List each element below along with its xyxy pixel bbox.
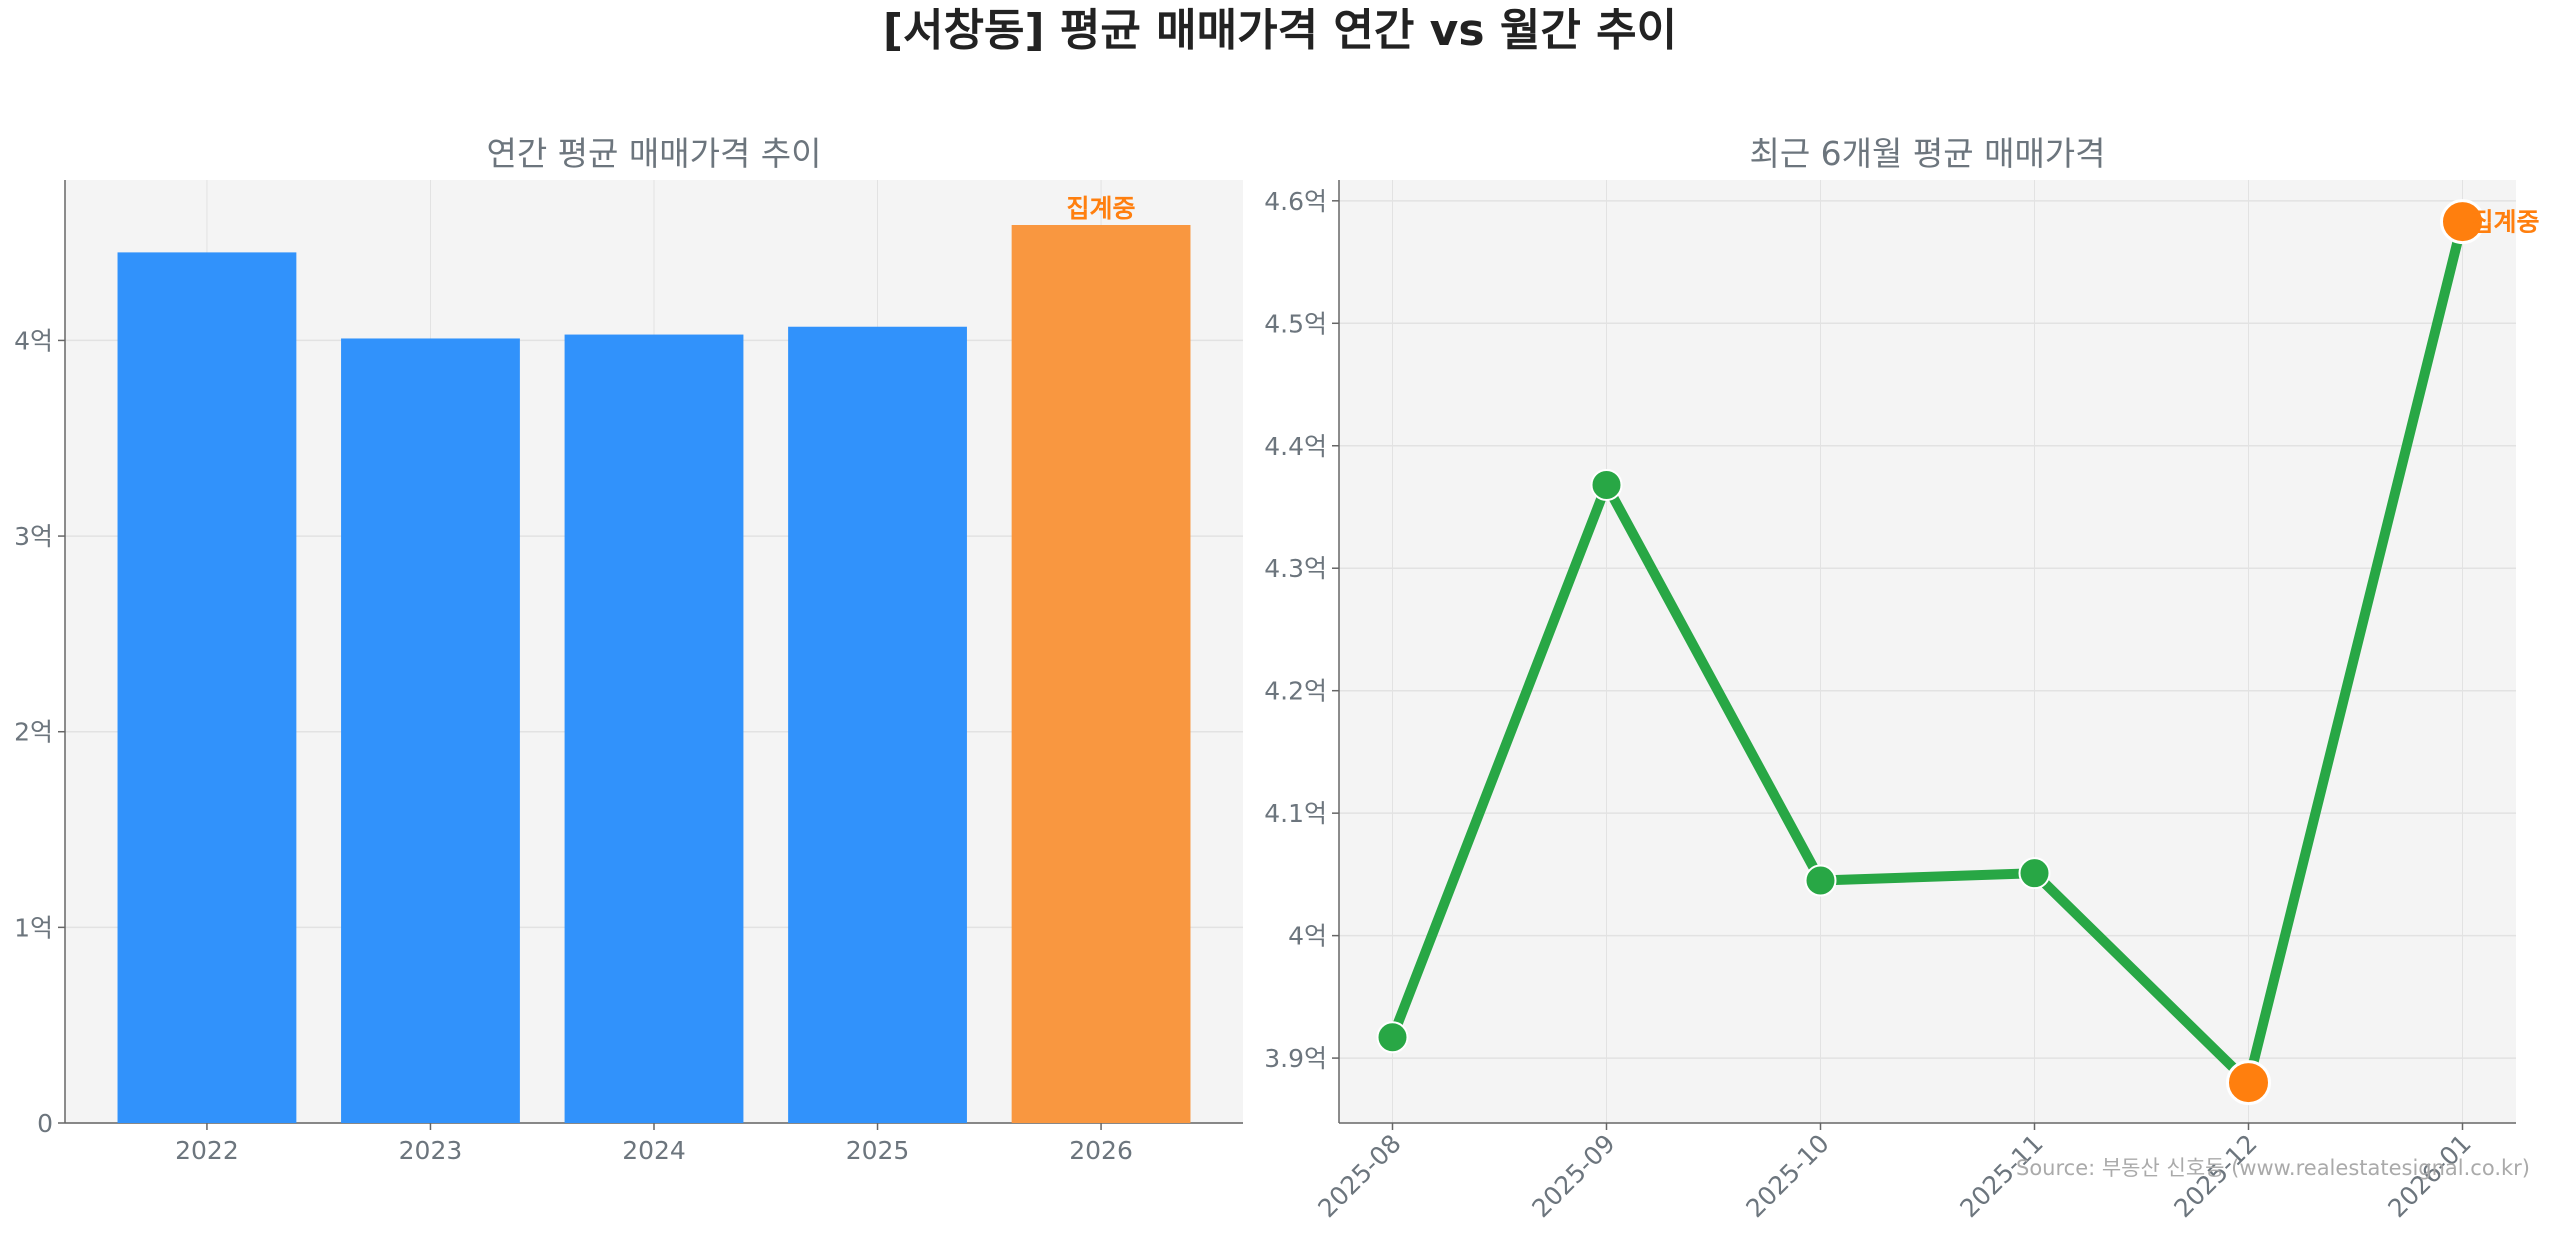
y-tick-label: 4.1억	[1264, 799, 1327, 828]
data-point	[1804, 864, 1837, 897]
y-tick-label: 3.9억	[1264, 1044, 1327, 1073]
x-tick-label: 2026	[1069, 1136, 1133, 1165]
x-tick-label: 2025-09	[1526, 1129, 1620, 1223]
bar	[341, 338, 520, 1123]
highlight-point	[2226, 1060, 2271, 1106]
x-tick-label: 2025-08	[1312, 1129, 1406, 1223]
x-tick-label: 2023	[399, 1136, 463, 1165]
y-tick-label: 4억	[14, 326, 53, 355]
data-point	[2018, 857, 2051, 890]
pending-label: 집계중	[1067, 194, 1136, 223]
y-tick-label: 4.4억	[1264, 432, 1327, 461]
y-tick-label: 4억	[1288, 922, 1327, 951]
y-tick-label: 0	[37, 1109, 53, 1138]
data-point	[1376, 1021, 1409, 1054]
y-tick-label: 4.2억	[1264, 677, 1327, 706]
pending-label: 집계중	[2471, 208, 2540, 237]
annual-bar-chart: 0 1억 2억 3억 4억 2022 2023 2024 2025 2026 연간 평균 매매가격 …	[14, 134, 1243, 1165]
y-tick-label: 4.5억	[1264, 309, 1327, 338]
y-tick-label: 3억	[14, 522, 53, 551]
bar-pending	[1011, 224, 1191, 1123]
bar	[788, 326, 967, 1123]
subplot-title: 연간 평균 매매가격 추이	[486, 134, 821, 173]
x-tick-label: 2022	[175, 1136, 239, 1165]
y-tick-label: 4.6억	[1264, 187, 1327, 216]
highlight-point	[2440, 199, 2485, 245]
bar	[564, 334, 744, 1123]
y-tick-label: 4.3억	[1264, 554, 1327, 583]
x-tick-label: 2025	[846, 1136, 910, 1165]
x-tick-label: 2025-10	[1740, 1129, 1834, 1223]
bar	[117, 252, 297, 1124]
plot-area	[1339, 180, 2516, 1123]
monthly-line-chart: 3.9억 4억 4.1억 4.2억 4.3억 4.4억 4.5억 4.6억 2025-08 202…	[1264, 134, 2539, 1223]
source-note: Source: 부동산 신호등 (www.realestatesignal.co…	[2016, 1156, 2530, 1180]
y-tick-label: 1억	[14, 913, 53, 942]
subplot-title: 최근 6개월 평균 매매가격	[1749, 134, 2105, 173]
y-tick-label: 2억	[14, 718, 53, 747]
x-tick-label: 2024	[622, 1136, 686, 1165]
data-point	[1590, 468, 1623, 501]
figure-title: [서창동] 평균 매매가격 연간 vs 월간 추이	[883, 5, 1677, 56]
series-line	[1387, 220, 2468, 1088]
